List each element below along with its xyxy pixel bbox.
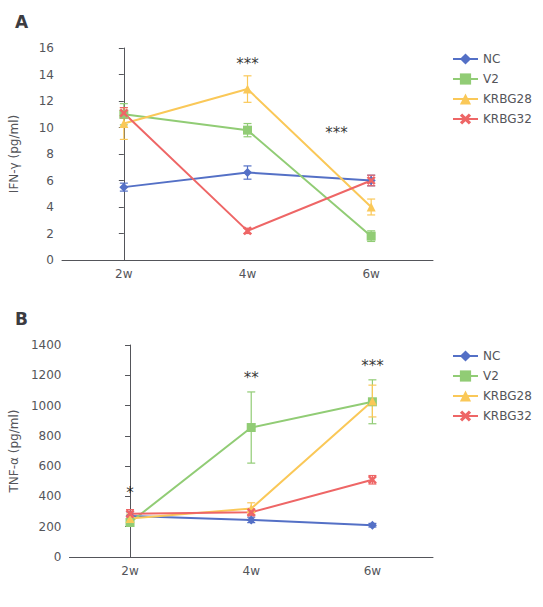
svg-text:8: 8 — [46, 147, 54, 161]
svg-text:1000: 1000 — [31, 399, 62, 413]
svg-text:NC: NC — [483, 52, 500, 66]
svg-text:12: 12 — [39, 94, 54, 108]
svg-text:IFN-γ (pg/ml): IFN-γ (pg/ml) — [7, 115, 21, 193]
svg-text:200: 200 — [39, 520, 62, 534]
svg-text:NC: NC — [483, 349, 500, 363]
svg-text:2w: 2w — [115, 267, 133, 281]
svg-text:0: 0 — [46, 253, 54, 267]
svg-text:2w: 2w — [121, 564, 139, 578]
svg-text:800: 800 — [39, 429, 62, 443]
svg-text:B: B — [15, 309, 28, 329]
svg-text:**: ** — [244, 369, 259, 387]
svg-text:600: 600 — [39, 459, 62, 473]
svg-text:A: A — [15, 12, 29, 32]
svg-text:V2: V2 — [483, 369, 499, 383]
svg-text:KRBG28: KRBG28 — [483, 389, 532, 403]
svg-text:10: 10 — [39, 121, 54, 135]
svg-text:400: 400 — [39, 489, 62, 503]
svg-text:KRBG32: KRBG32 — [483, 112, 532, 126]
svg-text:4w: 4w — [239, 267, 257, 281]
svg-text:6w: 6w — [364, 564, 382, 578]
svg-text:4: 4 — [46, 200, 54, 214]
svg-text:***: *** — [236, 55, 259, 73]
svg-text:4w: 4w — [242, 564, 260, 578]
svg-text:*: * — [126, 484, 134, 502]
svg-text:KRBG28: KRBG28 — [483, 92, 532, 106]
svg-text:6w: 6w — [362, 267, 380, 281]
svg-text:KRBG32: KRBG32 — [483, 409, 532, 423]
svg-text:***: *** — [361, 357, 384, 375]
svg-text:V2: V2 — [483, 72, 499, 86]
svg-text:14: 14 — [39, 68, 54, 82]
svg-text:***: *** — [325, 124, 348, 142]
svg-text:1200: 1200 — [31, 368, 62, 382]
svg-text:16: 16 — [39, 41, 54, 55]
svg-text:2: 2 — [46, 227, 54, 241]
svg-text:0: 0 — [54, 550, 62, 564]
svg-text:6: 6 — [46, 174, 54, 188]
svg-text:1400: 1400 — [31, 338, 62, 352]
svg-text:TNF-α (pg/ml): TNF-α (pg/ml) — [7, 410, 21, 494]
